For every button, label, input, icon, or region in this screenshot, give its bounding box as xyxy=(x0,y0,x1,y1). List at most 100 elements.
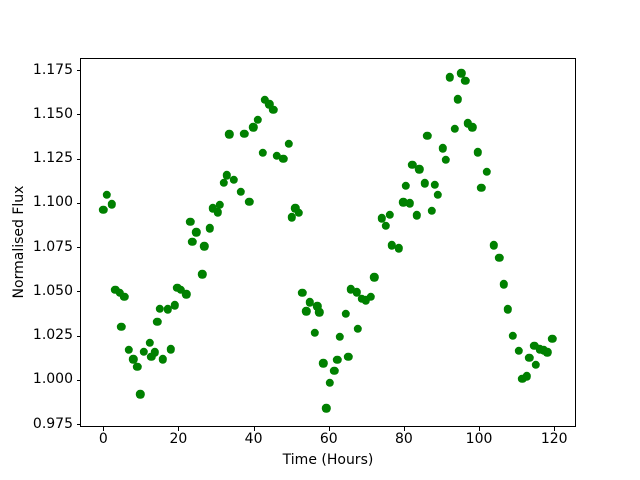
data-point xyxy=(192,228,201,237)
data-point xyxy=(186,217,195,227)
data-point xyxy=(170,301,179,310)
y-tick-mark xyxy=(76,114,80,116)
y-tick-label: 1.175 xyxy=(32,61,73,78)
data-point xyxy=(298,288,307,297)
x-tick-mark xyxy=(403,427,405,431)
y-tick-mark xyxy=(76,70,80,72)
data-point xyxy=(427,206,436,216)
x-tick-label: 20 xyxy=(169,431,188,447)
x-tick-label: 80 xyxy=(394,431,413,447)
data-point xyxy=(381,221,391,230)
data-point xyxy=(213,208,223,217)
data-point xyxy=(319,359,328,368)
data-point xyxy=(302,307,311,316)
data-point xyxy=(405,199,414,208)
data-point xyxy=(341,309,351,318)
data-point xyxy=(253,115,262,124)
data-point xyxy=(107,200,116,209)
data-point xyxy=(115,288,125,298)
data-point xyxy=(163,305,173,314)
data-point xyxy=(153,317,162,327)
data-point xyxy=(291,204,300,213)
data-point xyxy=(129,355,138,364)
x-tick-mark xyxy=(178,427,180,431)
data-point xyxy=(219,178,228,187)
data-point xyxy=(265,100,274,109)
data-point xyxy=(240,129,249,138)
data-point xyxy=(315,307,324,317)
y-tick-label: 1.100 xyxy=(32,194,73,211)
x-tick-mark xyxy=(554,427,556,431)
x-tick-label: 60 xyxy=(319,431,338,447)
data-point xyxy=(422,131,432,141)
data-point xyxy=(503,305,512,314)
data-point xyxy=(412,211,421,220)
data-point xyxy=(525,353,534,362)
y-tick-label: 1.125 xyxy=(32,150,73,167)
y-tick-label: 1.075 xyxy=(32,238,73,255)
data-point xyxy=(415,165,424,174)
data-point xyxy=(353,324,362,333)
data-point xyxy=(468,123,477,132)
y-tick-label: 0.975 xyxy=(32,415,73,432)
data-point xyxy=(258,148,267,158)
data-point xyxy=(352,287,361,297)
data-point xyxy=(346,285,356,294)
data-point xyxy=(433,190,443,200)
data-point xyxy=(377,213,386,223)
data-point xyxy=(548,334,557,344)
data-point xyxy=(215,200,224,209)
data-point xyxy=(200,242,209,251)
data-point xyxy=(463,119,472,128)
data-point xyxy=(330,366,339,376)
data-point xyxy=(401,181,410,190)
y-tick-mark xyxy=(76,291,80,293)
data-point xyxy=(313,301,322,311)
data-point xyxy=(508,331,518,340)
data-point xyxy=(438,144,448,153)
data-point xyxy=(514,346,524,356)
data-point xyxy=(370,273,379,282)
data-point xyxy=(445,73,454,82)
data-point xyxy=(333,355,342,365)
data-point xyxy=(268,105,278,115)
data-point xyxy=(335,332,345,342)
x-tick-mark xyxy=(253,427,255,431)
data-point xyxy=(245,197,254,207)
y-axis-title-text: Normalised Flux xyxy=(11,185,27,299)
data-point xyxy=(120,292,129,302)
data-point xyxy=(117,322,126,332)
data-point xyxy=(208,204,217,213)
data-point xyxy=(260,95,270,105)
data-point xyxy=(139,347,149,356)
y-tick-mark xyxy=(76,335,80,337)
data-point xyxy=(361,295,371,305)
y-tick-mark xyxy=(76,379,80,381)
data-point xyxy=(489,241,498,250)
y-tick-mark xyxy=(76,247,80,249)
data-point xyxy=(387,241,397,250)
data-point xyxy=(366,292,376,301)
data-point xyxy=(188,237,197,246)
y-tick-label: 1.150 xyxy=(32,105,73,122)
x-tick-label: 100 xyxy=(465,431,493,447)
data-point xyxy=(385,210,395,220)
data-point xyxy=(197,270,207,279)
data-point xyxy=(531,360,540,369)
data-point xyxy=(205,224,214,233)
data-point xyxy=(102,190,111,200)
data-point xyxy=(222,170,232,180)
data-point xyxy=(150,348,159,357)
x-axis-title: Time (Hours) xyxy=(282,452,374,468)
data-point xyxy=(249,123,258,132)
data-point xyxy=(111,285,120,294)
data-point xyxy=(236,187,246,197)
data-point xyxy=(420,178,430,188)
data-point xyxy=(495,253,504,263)
data-point xyxy=(518,374,527,384)
data-point xyxy=(325,378,334,387)
data-point xyxy=(543,348,552,357)
data-point xyxy=(287,213,296,222)
data-point xyxy=(229,175,238,184)
x-tick-mark xyxy=(479,427,481,431)
